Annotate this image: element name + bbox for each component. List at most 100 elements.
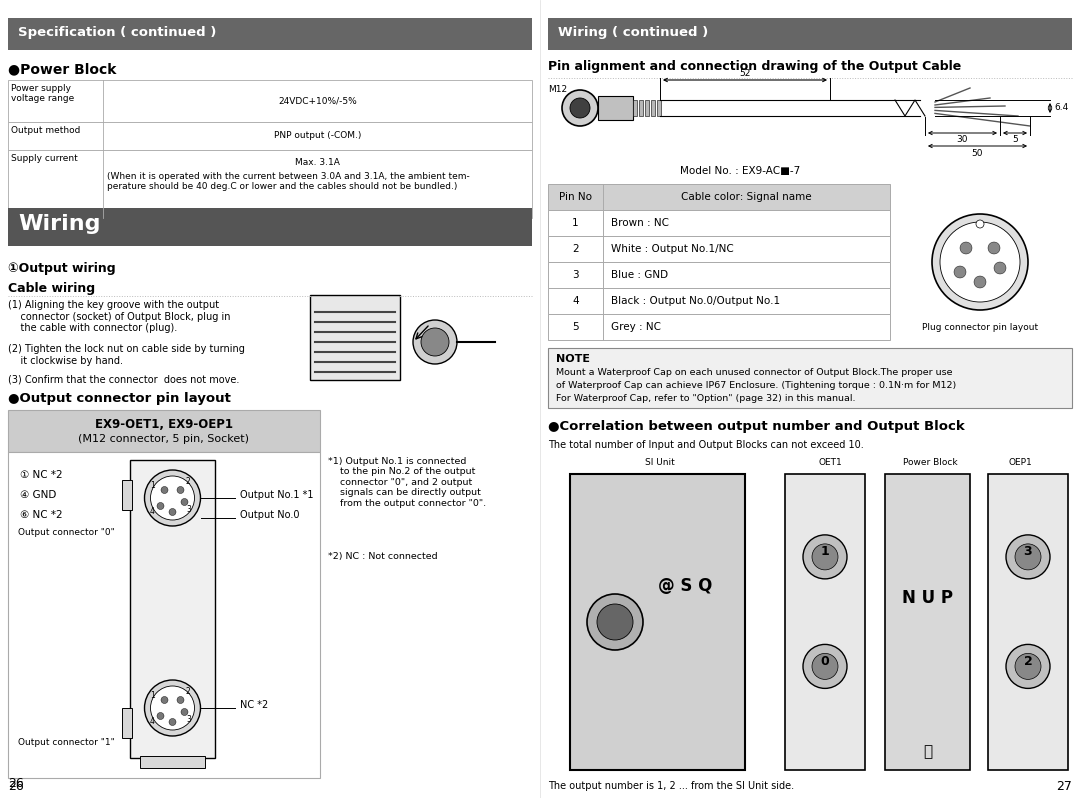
Circle shape: [1005, 645, 1050, 689]
Text: Cable wiring: Cable wiring: [8, 282, 95, 295]
Text: Black : Output No.0/Output No.1: Black : Output No.0/Output No.1: [611, 296, 780, 306]
Bar: [8, 410, 320, 452]
Text: ●Output connector pin layout: ●Output connector pin layout: [8, 392, 231, 405]
Bar: [645, 100, 649, 116]
Text: PNP output (-COM.): PNP output (-COM.): [274, 132, 361, 140]
Text: ①Output wiring: ①Output wiring: [8, 262, 116, 275]
Text: Mount a Waterproof Cap on each unused connector of Output Block.The proper use: Mount a Waterproof Cap on each unused co…: [556, 368, 953, 377]
Circle shape: [804, 645, 847, 689]
Text: OEP1: OEP1: [1008, 458, 1031, 467]
Text: ⏚: ⏚: [923, 745, 932, 760]
Text: EX9-OET1, EX9-OEP1: EX9-OET1, EX9-OEP1: [95, 418, 233, 431]
Text: 52: 52: [740, 69, 751, 78]
Text: Wiring: Wiring: [18, 214, 100, 234]
Text: 3: 3: [186, 505, 191, 515]
Bar: [548, 236, 890, 262]
Text: 5: 5: [572, 322, 579, 332]
Text: 2: 2: [185, 688, 190, 697]
Circle shape: [181, 499, 188, 505]
Text: 3: 3: [186, 716, 191, 725]
Circle shape: [974, 276, 986, 288]
Text: M12: M12: [549, 85, 568, 94]
Text: 1: 1: [572, 218, 579, 228]
Circle shape: [570, 98, 590, 118]
Bar: [122, 480, 132, 510]
Circle shape: [157, 503, 164, 509]
Text: Brown : NC: Brown : NC: [611, 218, 669, 228]
Text: Wiring ( continued ): Wiring ( continued ): [558, 26, 708, 39]
Text: N U P: N U P: [902, 589, 953, 607]
Text: (2) Tighten the lock nut on cable side by turning
    it clockwise by hand.: (2) Tighten the lock nut on cable side b…: [8, 344, 245, 365]
Bar: [8, 452, 320, 778]
Circle shape: [1015, 544, 1041, 570]
Text: For Waterproof Cap, refer to "Option" (page 32) in this manual.: For Waterproof Cap, refer to "Option" (p…: [556, 394, 855, 403]
Text: 50: 50: [971, 148, 983, 157]
Text: (M12 connector, 5 pin, Socket): (M12 connector, 5 pin, Socket): [79, 434, 249, 444]
Bar: [633, 100, 637, 116]
Text: Pin No: Pin No: [559, 192, 592, 202]
Text: SI Unit: SI Unit: [645, 458, 675, 467]
Text: (1) Aligning the key groove with the output
    connector (socket) of Output Blo: (1) Aligning the key groove with the out…: [8, 300, 230, 334]
Circle shape: [150, 476, 194, 520]
Circle shape: [181, 709, 188, 716]
Bar: [988, 474, 1068, 770]
Text: 2: 2: [1024, 655, 1032, 668]
Circle shape: [812, 654, 838, 679]
Text: The output number is 1, 2 ... from the SI Unit side.: The output number is 1, 2 ... from the S…: [548, 781, 794, 791]
Circle shape: [562, 90, 598, 126]
Text: @ S Q: @ S Q: [658, 578, 712, 595]
Text: Output No.0: Output No.0: [240, 510, 299, 520]
Bar: [598, 96, 633, 120]
Bar: [8, 150, 532, 218]
Bar: [8, 122, 532, 150]
Bar: [657, 100, 661, 116]
Bar: [8, 80, 532, 122]
Text: 24VDC+10%/-5%: 24VDC+10%/-5%: [279, 97, 356, 105]
Circle shape: [994, 262, 1005, 274]
Circle shape: [161, 487, 168, 493]
Circle shape: [168, 508, 176, 516]
Text: (3) Confirm that the connector  does not move.: (3) Confirm that the connector does not …: [8, 374, 240, 384]
Text: Model No. : EX9-AC■-7: Model No. : EX9-AC■-7: [680, 166, 800, 176]
Text: Power Block: Power Block: [903, 458, 957, 467]
Circle shape: [597, 604, 633, 640]
Text: Output No.1 *1: Output No.1 *1: [240, 490, 313, 500]
Bar: [651, 100, 654, 116]
Bar: [548, 262, 890, 288]
Bar: [548, 348, 1072, 408]
Text: 2: 2: [185, 477, 190, 487]
Text: 27: 27: [1056, 780, 1072, 792]
Text: 0: 0: [821, 655, 829, 668]
Circle shape: [161, 697, 168, 704]
Text: Output connector "0": Output connector "0": [18, 528, 114, 537]
Text: NC *2: NC *2: [240, 700, 268, 710]
Bar: [122, 708, 132, 738]
Bar: [548, 288, 890, 314]
Bar: [639, 100, 643, 116]
Bar: [140, 756, 205, 768]
Text: (When it is operated with the current between 3.0A and 3.1A, the ambient tem-
pe: (When it is operated with the current be…: [107, 172, 470, 192]
Text: Specification ( continued ): Specification ( continued ): [18, 26, 216, 39]
Circle shape: [804, 535, 847, 579]
Text: NOTE: NOTE: [556, 354, 590, 364]
Text: Grey : NC: Grey : NC: [611, 322, 661, 332]
Circle shape: [157, 713, 164, 720]
Text: 5: 5: [1012, 136, 1017, 144]
Text: *1) Output No.1 is connected
    to the pin No.2 of the output
    connector "0": *1) Output No.1 is connected to the pin …: [328, 457, 486, 508]
Bar: [548, 184, 890, 210]
Text: 3: 3: [1024, 545, 1032, 559]
Circle shape: [421, 328, 449, 356]
Text: 1: 1: [150, 481, 154, 491]
Text: 4: 4: [150, 717, 154, 726]
Bar: [548, 210, 890, 236]
Text: Blue : GND: Blue : GND: [611, 270, 669, 280]
Text: Pin alignment and connection drawing of the Output Cable: Pin alignment and connection drawing of …: [548, 60, 961, 73]
Text: 26: 26: [8, 780, 24, 792]
Circle shape: [177, 487, 184, 493]
Text: 1: 1: [821, 545, 829, 559]
Bar: [130, 460, 215, 758]
Bar: [548, 314, 890, 340]
Text: *2) NC : Not connected: *2) NC : Not connected: [328, 552, 437, 561]
Text: Max. 3.1A: Max. 3.1A: [295, 158, 340, 167]
Text: White : Output No.1/NC: White : Output No.1/NC: [611, 244, 733, 254]
